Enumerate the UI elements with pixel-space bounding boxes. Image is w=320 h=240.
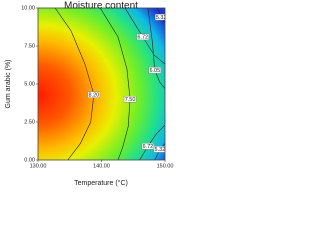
- contour-line: [139, 124, 165, 160]
- contour-label: 6.72: [142, 144, 153, 150]
- chart-title: Moisture content: [64, 1, 138, 12]
- contour-label-box: [155, 13, 165, 21]
- contour-label-box: [136, 33, 149, 41]
- contour-label: 6.05: [149, 68, 160, 74]
- contour-label: 8.20: [89, 92, 100, 98]
- contour-line: [124, 8, 165, 65]
- y-tick-label: 10.00: [21, 5, 35, 11]
- contour-label-box: [148, 67, 161, 74]
- x-axis-label: Temperature (°C): [74, 179, 128, 187]
- x-tick-label: 130.00: [30, 163, 47, 169]
- contour-label-box: [153, 146, 165, 153]
- x-tick-label: 150.00: [157, 163, 174, 169]
- y-tick-label: 0.00: [24, 157, 35, 163]
- contour-label: 7.50: [125, 97, 136, 103]
- y-axis-label: Gum arabic (%): [5, 59, 12, 108]
- contour-label: 5.32: [155, 147, 166, 153]
- contour-label-box: [123, 96, 137, 103]
- contour-layer: 8.207.506.726.055.326.725.32: [54, 8, 167, 160]
- heatmap-fill: [38, 8, 165, 160]
- chart: 8.207.506.726.055.326.725.32 Moisture co…: [5, 1, 174, 187]
- x-tick-label: 140.00: [93, 163, 110, 169]
- contour-label: 5.32: [156, 15, 167, 21]
- y-tick-label: 2.50: [24, 119, 35, 125]
- y-tick-label: 7.50: [24, 43, 35, 49]
- contour-label-box: [87, 91, 101, 98]
- y-tick-label: 5.00: [24, 81, 35, 87]
- contour-label: 6.72: [137, 35, 148, 41]
